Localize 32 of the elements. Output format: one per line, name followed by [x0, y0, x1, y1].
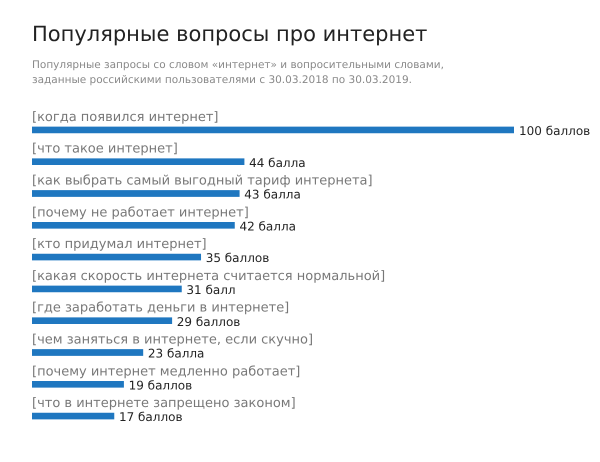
- data-label: 17 баллов: [118, 410, 183, 424]
- chart-title: Популярные вопросы про интернет: [32, 22, 428, 46]
- data-label: 44 балла: [249, 156, 306, 170]
- bar: [32, 254, 202, 260]
- chart-subtitle: Популярные запросы со словом «интернет» и вопросительными словами, заданные российскими пользователями с 30.03.2018 по 30.03.2019.: [32, 58, 445, 88]
- data-label: 19 баллов: [128, 378, 192, 392]
- bar: [32, 349, 144, 356]
- bar: [32, 222, 235, 229]
- y-tick-label: [какая скорость интернета считается нормальной]: [32, 268, 386, 284]
- y-tick-label: [что такое интернет]: [32, 142, 178, 157]
- bar: [32, 190, 240, 197]
- y-tick-label: [где заработать деньги в интернете]: [32, 300, 290, 316]
- y-tick-label: [когда появился интернет]: [32, 110, 219, 125]
- y-tick-label: [кто придумал интернет]: [32, 237, 207, 252]
- y-tick-label: [что в интернете запрещено законом]: [32, 396, 296, 412]
- data-label: 31 балл: [186, 283, 236, 298]
- data-label: 29 баллов: [176, 314, 240, 329]
- bar: [32, 380, 124, 388]
- bar: [32, 126, 514, 134]
- data-label: 35 баллов: [206, 251, 270, 266]
- y-tick-label: [как выбрать самый выгодный тариф интернета]: [32, 174, 373, 188]
- data-label: 100 баллов: [519, 124, 590, 138]
- bar: [32, 412, 114, 420]
- data-label: 23 балла: [148, 346, 204, 361]
- bar: [32, 158, 244, 166]
- data-label: 43 балла: [244, 188, 301, 202]
- y-tick-label: [почему не работает интернет]: [32, 205, 249, 220]
- y-tick-label: [почему интернет медленно работает]: [32, 364, 300, 380]
- bar: [32, 317, 172, 324]
- bar: [32, 286, 182, 292]
- data-label: 42 балла: [239, 219, 296, 234]
- y-tick-label: [чем заняться в интернете, если скучно]: [32, 332, 314, 348]
